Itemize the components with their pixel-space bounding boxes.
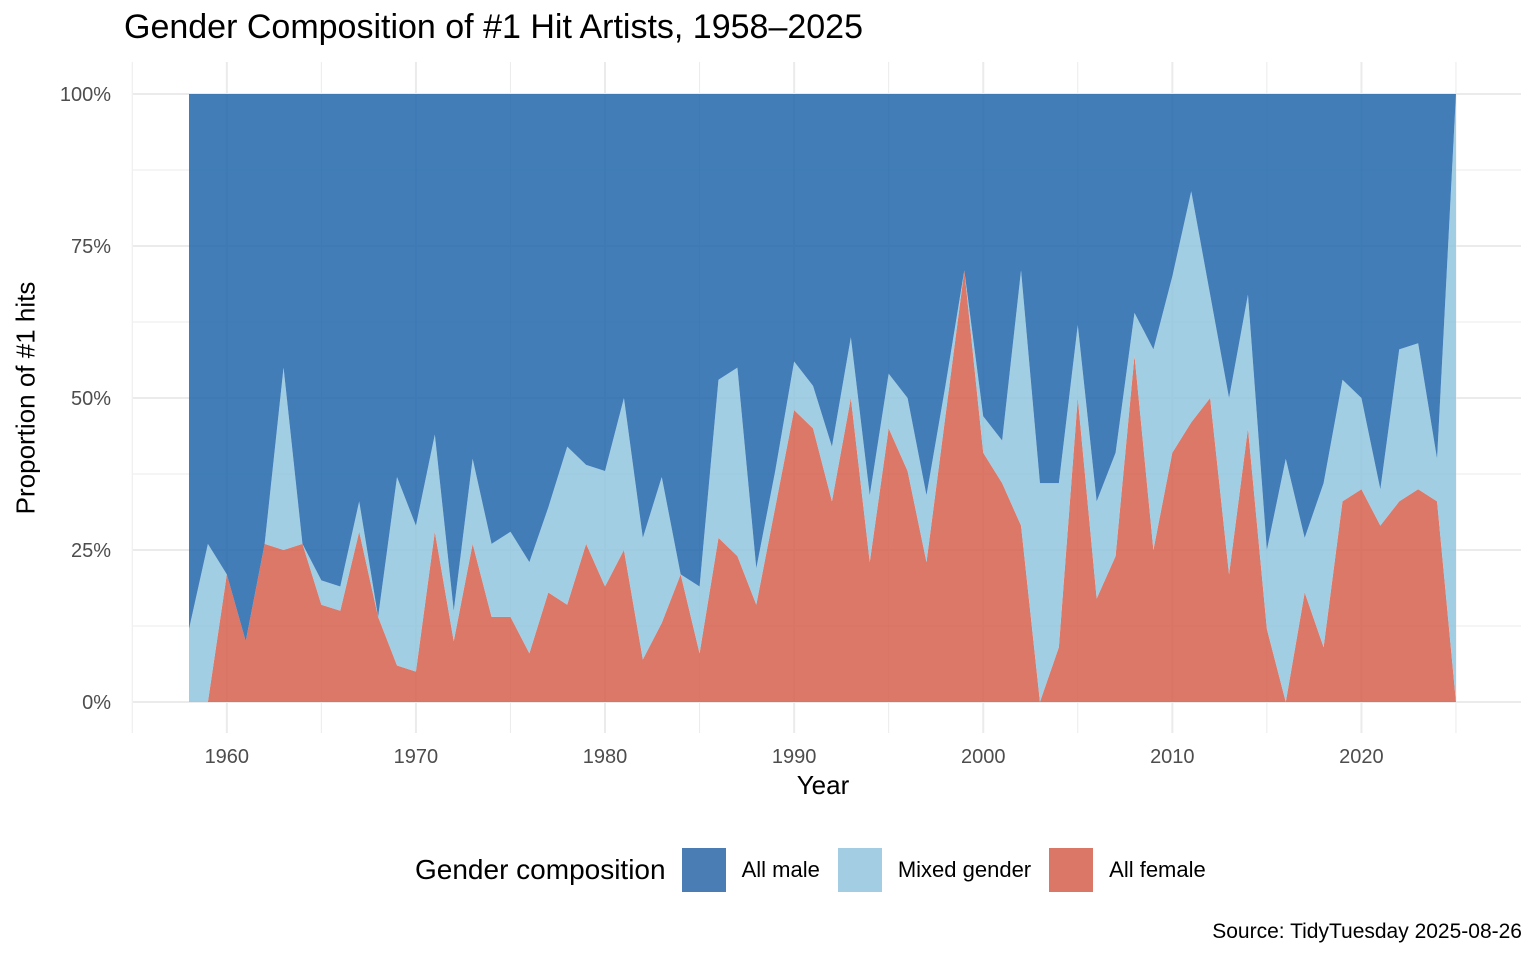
legend: Gender composition All male Mixed gender… (415, 848, 1224, 892)
y-tick-label: 50% (71, 388, 111, 410)
legend-title: Gender composition (415, 854, 666, 885)
legend-key-all-male (681, 848, 726, 892)
legend-key-mixed-gender (837, 848, 882, 892)
x-tick-label: 2000 (961, 746, 1006, 768)
axis-ticks: 1960 1970 1980 1990 2000 2010 2020 0% 25% 50% 75% 1… (60, 84, 1384, 768)
area-all-male (189, 94, 1456, 642)
x-tick-label: 1960 (205, 746, 250, 768)
x-tick-label: 1990 (772, 746, 817, 768)
legend-label-mixed-gender: Mixed gender (897, 857, 1032, 882)
legend-key-all-female (1049, 848, 1094, 892)
y-tick-label: 75% (71, 236, 111, 258)
area-all-female (189, 270, 1456, 702)
area-mixed-gender (189, 94, 1456, 702)
x-axis-label: Year (796, 770, 850, 800)
x-tick-label: 1980 (583, 746, 628, 768)
chart-title: Gender Composition of #1 Hit Artists, 19… (124, 8, 863, 46)
legend-label-all-male: All male (741, 857, 820, 882)
y-tick-label: 0% (82, 692, 111, 714)
x-tick-label: 1970 (394, 746, 439, 768)
x-tick-label: 2020 (1339, 746, 1384, 768)
y-axis-label: Proportion of #1 hits (10, 281, 41, 515)
x-tick-label: 2010 (1150, 746, 1195, 768)
stacked-areas (189, 94, 1456, 702)
y-tick-label: 100% (60, 84, 111, 106)
y-tick-label: 25% (71, 540, 111, 562)
caption: Source: TidyTuesday 2025-08-26 (1212, 920, 1522, 943)
legend-label-all-female: All female (1109, 857, 1206, 882)
